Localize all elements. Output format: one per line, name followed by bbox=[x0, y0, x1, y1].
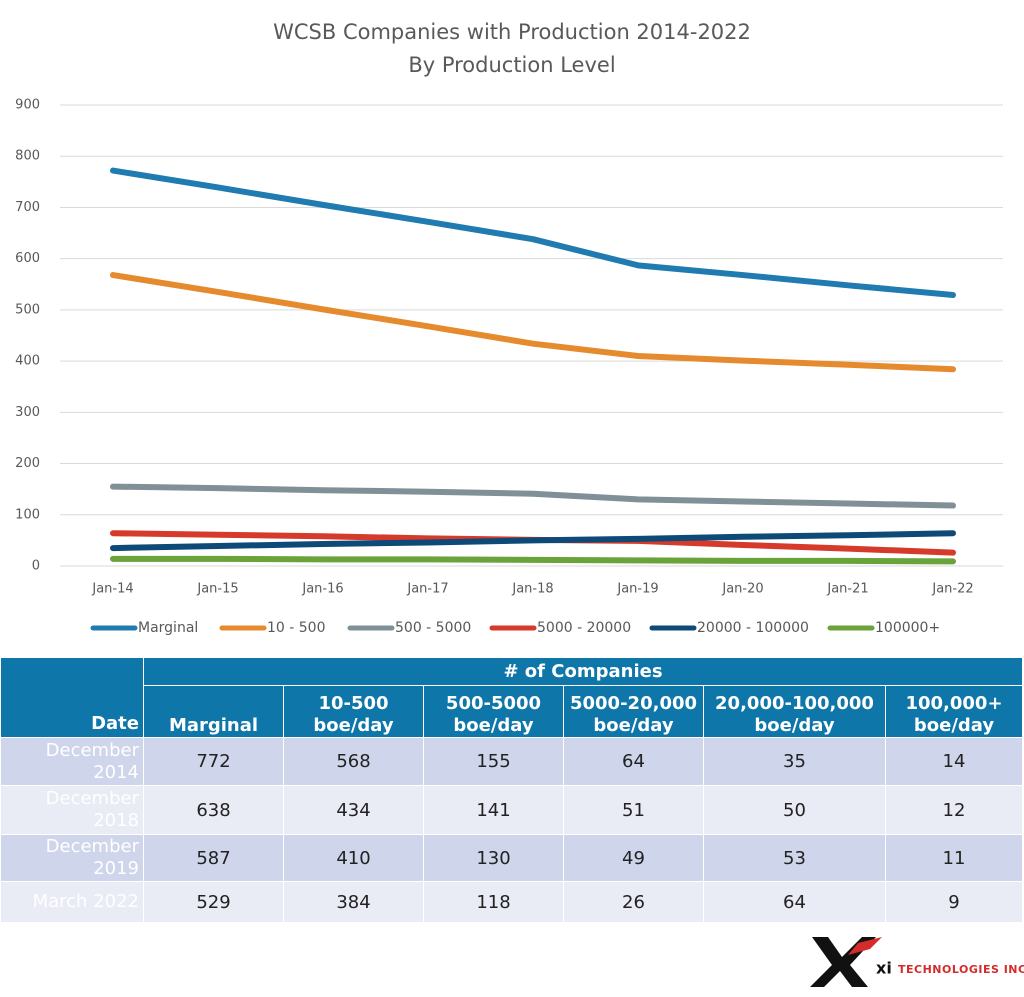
line bbox=[110, 483, 956, 509]
value-cell: 53 bbox=[703, 834, 886, 882]
x-tick-label: Jan-22 bbox=[931, 582, 973, 597]
line bbox=[110, 272, 956, 373]
y-tick-label: 400 bbox=[15, 354, 40, 369]
x-tick-label: Jan-14 bbox=[91, 582, 133, 597]
legend-label: 500 - 5000 bbox=[395, 620, 471, 636]
column-header: 500-5000 boe/day bbox=[423, 685, 564, 738]
value-cell: 568 bbox=[283, 737, 424, 786]
y-tick-label: 500 bbox=[15, 302, 40, 317]
legend-label: 10 - 500 bbox=[267, 620, 326, 636]
value-cell: 638 bbox=[143, 785, 284, 835]
legend-label: 5000 - 20000 bbox=[537, 620, 631, 636]
date-cell: December 2019 bbox=[0, 834, 144, 882]
x-tick-label: Jan-17 bbox=[406, 582, 448, 597]
line bbox=[110, 555, 956, 565]
y-tick-label: 700 bbox=[15, 200, 40, 215]
value-cell: 587 bbox=[143, 834, 284, 882]
value-cell: 35 bbox=[703, 737, 886, 786]
data-table: Date # of Companies Marginal 10-500 boe/d… bbox=[0, 657, 1023, 923]
column-header: 5000-20,000 boe/day bbox=[563, 685, 704, 738]
logo-accent bbox=[848, 937, 882, 955]
value-cell: 49 bbox=[563, 834, 704, 882]
value-cell: 26 bbox=[563, 881, 704, 923]
logo-mark: xi bbox=[876, 959, 892, 978]
corner-cell: Date bbox=[0, 657, 144, 738]
value-cell: 14 bbox=[885, 737, 1023, 786]
legend-label: Marginal bbox=[138, 620, 198, 636]
y-tick-label: 800 bbox=[15, 149, 40, 164]
value-cell: 64 bbox=[703, 881, 886, 923]
line bbox=[110, 530, 956, 552]
value-cell: 118 bbox=[423, 881, 564, 923]
table-row: December 2018 638 434 141 51 50 12 bbox=[0, 785, 1023, 835]
value-cell: 11 bbox=[885, 834, 1023, 882]
column-header: 20,000-100,000 boe/day bbox=[703, 685, 886, 738]
value-cell: 772 bbox=[143, 737, 284, 786]
value-cell: 141 bbox=[423, 785, 564, 835]
y-tick-label: 600 bbox=[15, 251, 40, 266]
group-header: # of Companies bbox=[143, 657, 1023, 686]
table-row: December 2014 772 568 155 64 35 14 bbox=[0, 737, 1023, 786]
table-row: December 2019 587 410 130 49 53 11 bbox=[0, 834, 1023, 882]
table-row: March 2022 529 384 118 26 64 9 bbox=[0, 881, 1023, 923]
chart: WCSB Companies with Production 2014-2022… bbox=[15, 20, 1003, 636]
value-cell: 50 bbox=[703, 785, 886, 835]
line bbox=[110, 167, 956, 299]
value-cell: 9 bbox=[885, 881, 1023, 923]
value-cell: 529 bbox=[143, 881, 284, 923]
value-cell: 12 bbox=[885, 785, 1023, 835]
date-cell: March 2022 bbox=[0, 881, 144, 923]
value-cell: 64 bbox=[563, 737, 704, 786]
column-header: Marginal bbox=[143, 685, 284, 738]
value-cell: 155 bbox=[423, 737, 564, 786]
legend-label: 100000+ bbox=[875, 620, 940, 636]
value-cell: 410 bbox=[283, 834, 424, 882]
y-tick-label: 300 bbox=[15, 405, 40, 420]
date-cell: December 2014 bbox=[0, 737, 144, 786]
y-tick-label: 0 bbox=[32, 559, 40, 574]
value-cell: 384 bbox=[283, 881, 424, 923]
date-cell: December 2018 bbox=[0, 785, 144, 835]
y-tick-label: 100 bbox=[15, 507, 40, 522]
chart-title: WCSB Companies with Production 2014-2022 bbox=[273, 20, 751, 44]
value-cell: 434 bbox=[283, 785, 424, 835]
value-cell: 130 bbox=[423, 834, 564, 882]
y-tick-label: 900 bbox=[15, 98, 40, 113]
x-tick-label: Jan-20 bbox=[721, 582, 763, 597]
logo-text: TECHNOLOGIES INC. bbox=[898, 963, 1024, 976]
column-header: 100,000+ boe/day bbox=[885, 685, 1023, 738]
x-tick-label: Jan-18 bbox=[511, 582, 553, 597]
x-tick-label: Jan-21 bbox=[826, 582, 868, 597]
legend-label: 20000 - 100000 bbox=[697, 620, 809, 636]
logo: xi TECHNOLOGIES INC. bbox=[810, 937, 1024, 987]
column-header: 10-500 boe/day bbox=[283, 685, 424, 738]
x-tick-label: Jan-16 bbox=[301, 582, 343, 597]
x-tick-label: Jan-15 bbox=[196, 582, 238, 597]
value-cell: 51 bbox=[563, 785, 704, 835]
x-tick-label: Jan-19 bbox=[616, 582, 658, 597]
y-tick-label: 200 bbox=[15, 456, 40, 471]
chart-subtitle: By Production Level bbox=[408, 53, 615, 77]
